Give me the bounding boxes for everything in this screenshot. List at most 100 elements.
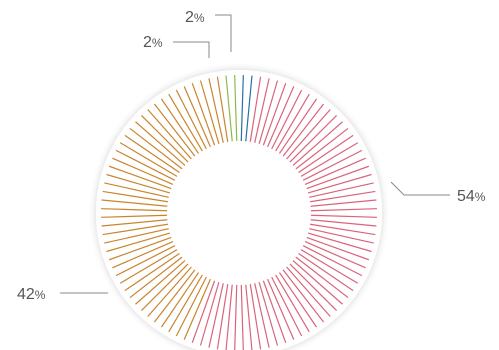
- slice-3-spoke: [102, 190, 168, 203]
- slice-3-spoke: [104, 228, 169, 244]
- slice-2-spoke: [292, 121, 343, 166]
- slice-2-spoke: [199, 281, 220, 346]
- donut-background: [96, 70, 382, 350]
- slice-3-spoke: [175, 276, 207, 337]
- slice-2-spoke: [262, 82, 287, 146]
- slice-3-spoke: [168, 93, 203, 152]
- slice-2-spoke: [234, 284, 238, 350]
- slice-2-spoke: [298, 134, 354, 174]
- slice-2-spoke: [307, 173, 372, 194]
- slice-2-spoke: [282, 269, 325, 323]
- slice-3-spoke: [106, 232, 171, 253]
- slice-2-spoke: [275, 274, 310, 333]
- leader-line-slice-4: [173, 41, 210, 58]
- slice-2-spoke: [306, 165, 370, 190]
- slice-3-spoke: [135, 260, 186, 305]
- slice-2-spoke: [245, 284, 253, 350]
- slice-2-spoke: [240, 284, 244, 350]
- slice-2-spoke: [310, 190, 376, 203]
- slice-2-spoke: [191, 280, 216, 344]
- slice-3-spoke: [115, 149, 176, 181]
- slice-3-spoke: [183, 278, 211, 340]
- slice-3-spoke: [108, 236, 172, 261]
- slice-3-spoke: [112, 241, 174, 269]
- slice-2-spoke: [267, 278, 295, 340]
- slice-1-spoke: [240, 75, 244, 142]
- slice-2-spoke: [275, 93, 310, 152]
- slice-3-spoke: [124, 134, 180, 174]
- slice-2-spoke: [286, 109, 331, 160]
- slice-2-spoke: [306, 236, 370, 261]
- slice-2-spoke: [292, 260, 343, 305]
- slice-2-spoke: [309, 182, 374, 198]
- slice-2-spoke: [295, 256, 349, 299]
- slice-2-spoke: [300, 249, 359, 284]
- slice-4-spoke: [234, 75, 238, 142]
- slice-2-spoke: [278, 272, 318, 328]
- slice-3-spoke: [112, 157, 174, 185]
- slice-2-spoke: [278, 98, 318, 154]
- slice-3-spoke: [175, 89, 207, 150]
- slice-3-spoke: [115, 245, 176, 277]
- slice-3-spoke: [124, 252, 180, 292]
- slice-2-spoke: [310, 219, 377, 227]
- slice-2-spoke: [208, 283, 224, 348]
- slice-3-spoke: [147, 266, 192, 317]
- slice-2-spoke: [254, 78, 270, 143]
- slice-2-spoke: [300, 142, 359, 177]
- label-slice-1: 2%: [185, 9, 205, 26]
- slice-3-spoke: [216, 76, 229, 142]
- slice-2-spoke: [216, 284, 229, 350]
- slice-2-spoke: [310, 199, 377, 207]
- slice-3-spoke: [104, 182, 169, 198]
- slice-2-spoke: [249, 76, 262, 142]
- slice-2-spoke: [309, 228, 374, 244]
- slice-3-spoke: [101, 199, 168, 207]
- slice-2-spoke: [310, 223, 376, 236]
- slice-2-spoke: [262, 280, 287, 344]
- slice-3-spoke: [102, 223, 168, 236]
- label-slice-3: 42%: [17, 286, 46, 303]
- slice-2-spoke: [302, 149, 363, 181]
- slice-2-spoke: [302, 245, 363, 277]
- slice-3-spoke: [140, 114, 189, 163]
- slice-3-spoke: [101, 214, 168, 218]
- slice-3-spoke: [101, 208, 168, 212]
- slice-3-spoke: [140, 263, 189, 312]
- slice-3-spoke: [106, 173, 171, 194]
- slice-3-spoke: [160, 98, 200, 154]
- label-slice-2: 54%: [457, 188, 486, 205]
- slice-3-spoke: [129, 256, 183, 299]
- slice-3-spoke: [183, 86, 211, 148]
- slice-1-spoke: [245, 75, 253, 142]
- slice-2-spoke: [295, 127, 349, 170]
- slice-3-spoke: [153, 103, 196, 157]
- slice-2-spoke: [254, 283, 270, 348]
- slice-3-spoke: [108, 165, 172, 190]
- slice-2-spoke: [286, 266, 331, 317]
- slice-2-spoke: [271, 89, 303, 150]
- slice-2-spoke: [310, 208, 377, 212]
- slice-2-spoke: [267, 86, 295, 148]
- slice-3-spoke: [135, 121, 186, 166]
- slice-2-spoke: [271, 276, 303, 337]
- slice-2-spoke: [289, 263, 338, 312]
- slice-2-spoke: [298, 252, 354, 292]
- leader-line-slice-2: [390, 181, 450, 196]
- slice-3-spoke: [191, 82, 216, 146]
- slice-3-spoke: [101, 219, 168, 227]
- slice-2-spoke: [249, 284, 262, 350]
- slice-3-spoke: [199, 80, 220, 145]
- slice-3-spoke: [208, 78, 224, 143]
- slice-2-spoke: [258, 281, 279, 346]
- slice-3-spoke: [147, 109, 192, 160]
- slice-3-spoke: [129, 127, 183, 170]
- slice-3-spoke: [168, 274, 203, 333]
- slice-3-spoke: [119, 142, 178, 177]
- label-slice-4: 2%: [143, 34, 163, 51]
- slice-2-spoke: [307, 232, 372, 253]
- slice-2-spoke: [225, 284, 233, 350]
- slice-2-spoke: [304, 241, 366, 269]
- slice-3-spoke: [153, 269, 196, 323]
